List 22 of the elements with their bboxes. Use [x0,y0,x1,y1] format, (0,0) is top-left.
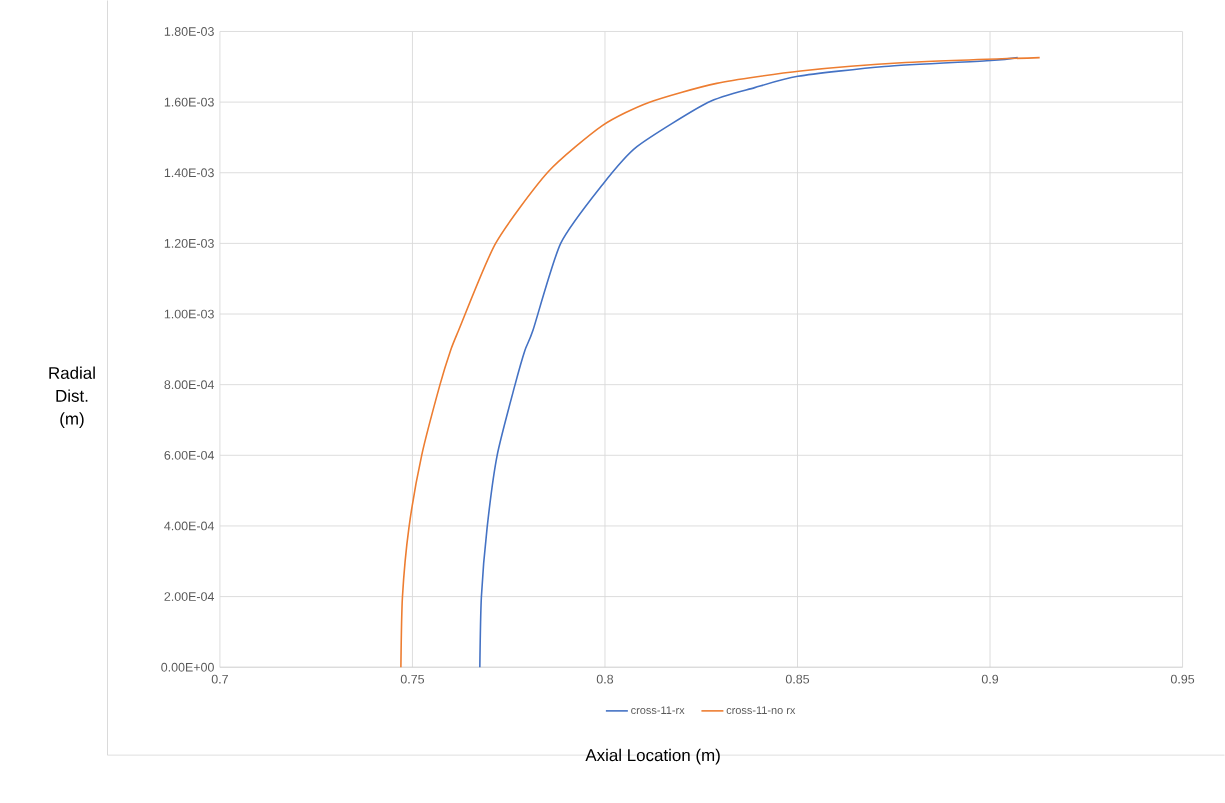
y-tick-label: 6.00E-04 [164,450,215,460]
x-tick-label: 0.8 [596,674,614,684]
y-tick-label: 1.40E-03 [164,168,214,178]
x-tick-label: 0.9 [981,674,999,684]
x-axis-title: Axial Location (m) [585,748,720,765]
x-tick-label: 0.7 [211,674,228,684]
y-tick-label: 1.00E-03 [164,309,214,319]
line-series [479,56,1019,668]
x-tick-label: 0.85 [785,674,810,684]
line-series [400,56,1041,668]
y-tick-label: 1.20E-03 [164,238,214,248]
y-axis-title: Radial Dist. (m) [49,366,95,429]
y-tick-label: 0.00E+00 [161,662,214,672]
x-tick-label: 0.95 [1170,674,1195,684]
y-tick-label: 4.00E-04 [164,521,215,531]
y-tick-label: 1.80E-03 [164,26,214,36]
y-tick-label: 1.60E-03 [164,97,214,107]
x-tick-label: 0.75 [400,674,425,684]
legend-label: cross-11-rx [631,706,685,714]
y-tick-label: 8.00E-04 [164,380,215,389]
legend-label: cross-11-no rx [726,706,796,714]
y-tick-label: 2.00E-04 [164,592,215,601]
